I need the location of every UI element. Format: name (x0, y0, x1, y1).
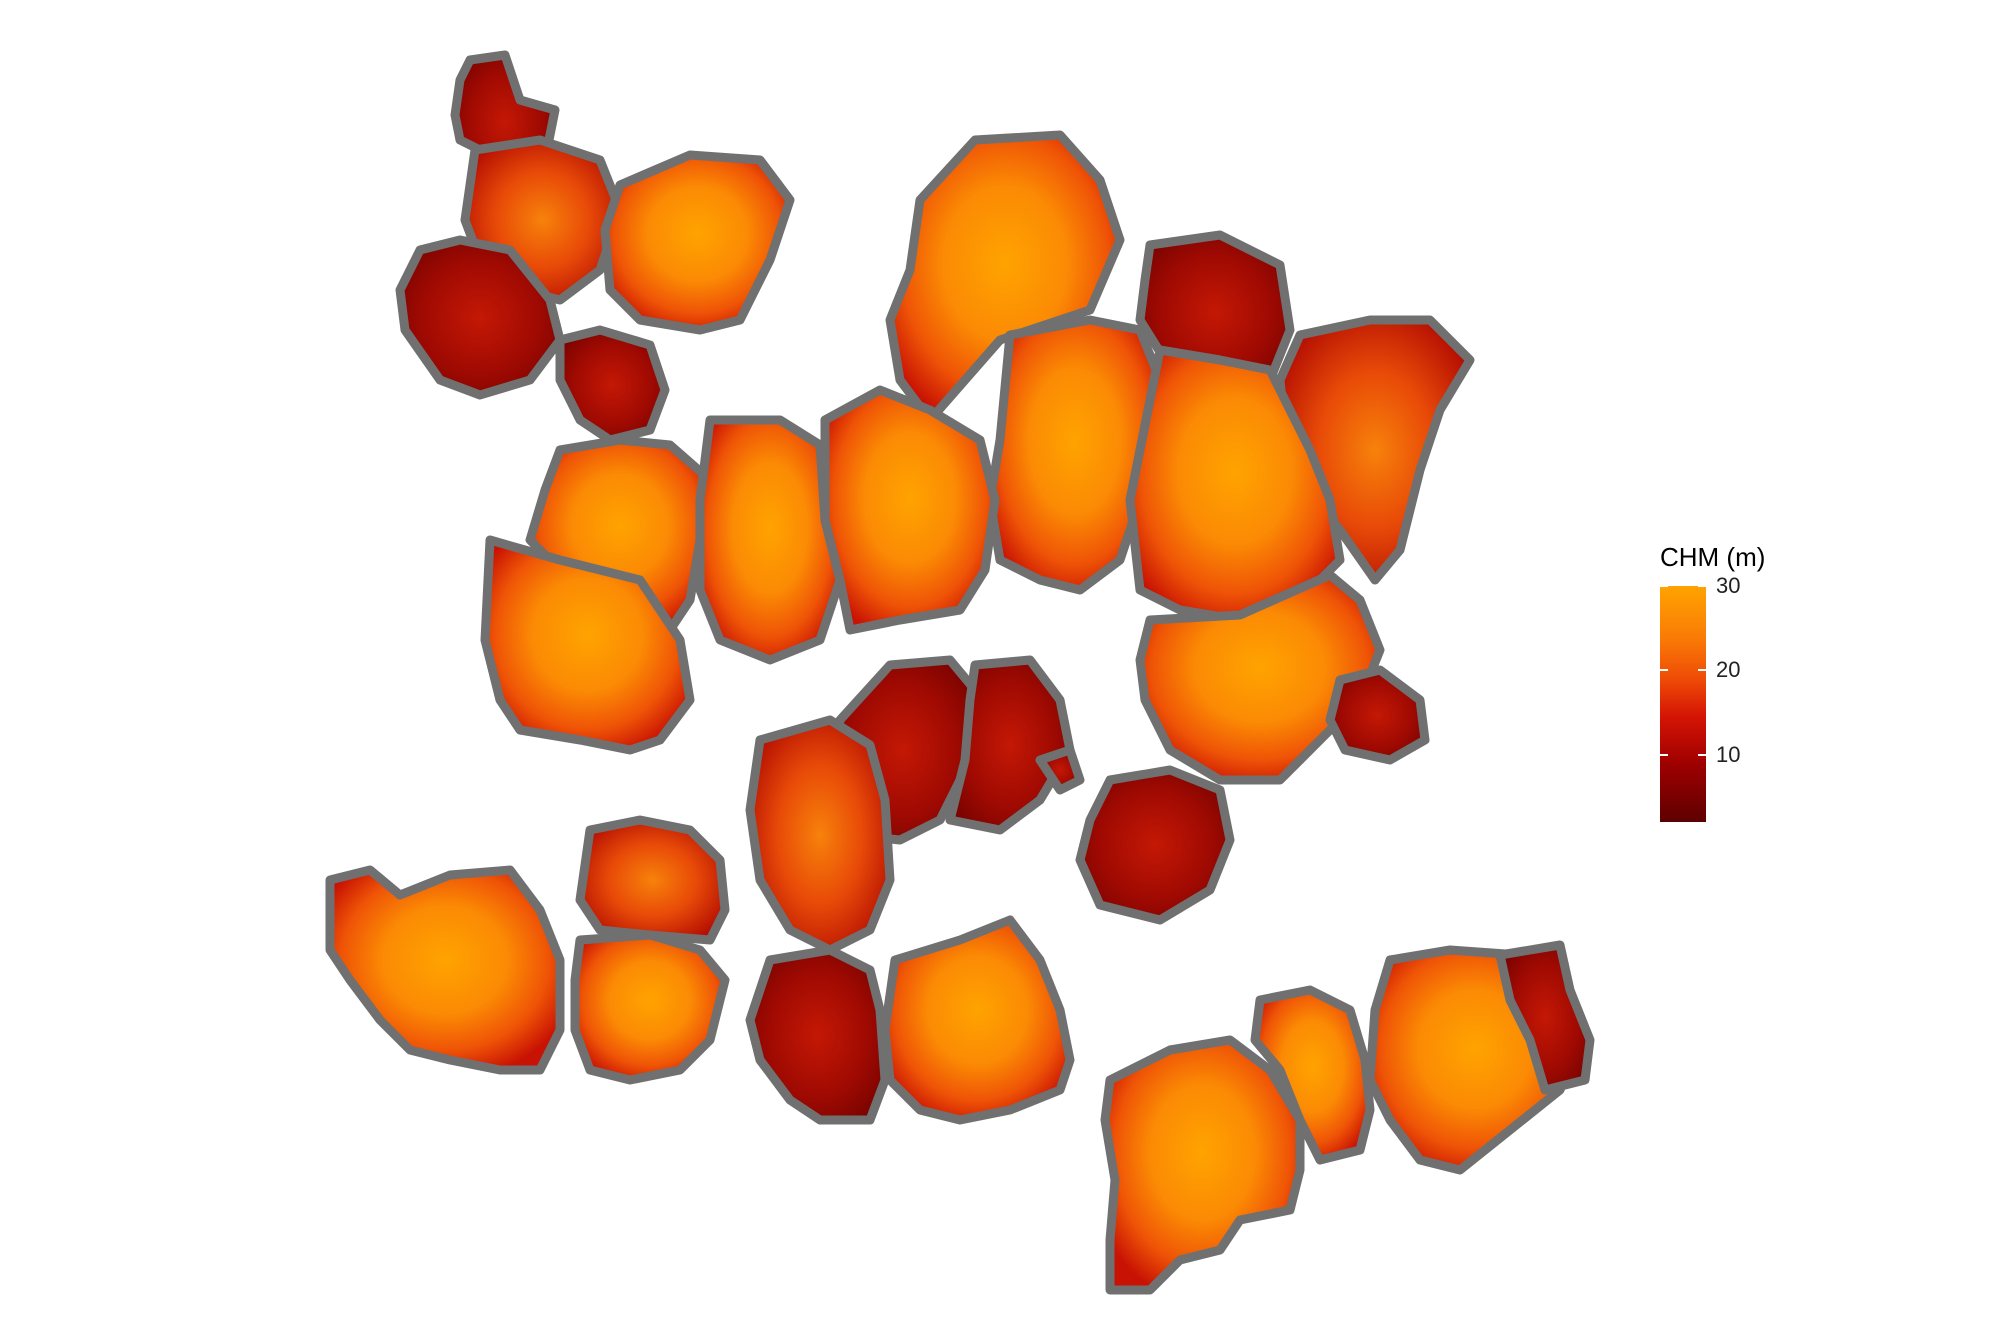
tree-crown (1135, 570, 1385, 785)
tree-crown (325, 865, 565, 1075)
tree-crown (820, 385, 1000, 635)
legend-colorbar (1660, 586, 1706, 822)
tree-crown (600, 150, 795, 335)
tree-crown (945, 655, 1075, 835)
tree-crown (880, 915, 1075, 1125)
tree-crown (525, 435, 715, 635)
tree-crown (745, 945, 890, 1125)
tree-crown (745, 715, 895, 955)
tree-crown (395, 235, 565, 400)
tree-crowns (325, 50, 1595, 1295)
tree-crown (1250, 985, 1375, 1165)
tree-crown (1125, 345, 1345, 625)
legend-tick-label: 10 (1716, 741, 1741, 767)
tree-crown (695, 415, 845, 665)
tree-crown (555, 325, 670, 445)
tree-crown (1035, 745, 1085, 795)
color-legend: CHM (m) 30 20 10 (1660, 542, 1810, 832)
tree-crown (480, 535, 695, 755)
legend-tick-label: 30 (1716, 573, 1741, 598)
tree-crown (570, 930, 730, 1085)
tree-crown (1325, 665, 1430, 765)
legend-title: CHM (m) (1660, 542, 1766, 572)
legend-tick-label: 20 (1716, 657, 1741, 683)
tree-crown (575, 815, 730, 945)
tree-crown (1495, 940, 1595, 1095)
tree-crown (1075, 765, 1235, 925)
tree-crown (885, 130, 1125, 425)
tree-crown (1100, 1035, 1305, 1295)
